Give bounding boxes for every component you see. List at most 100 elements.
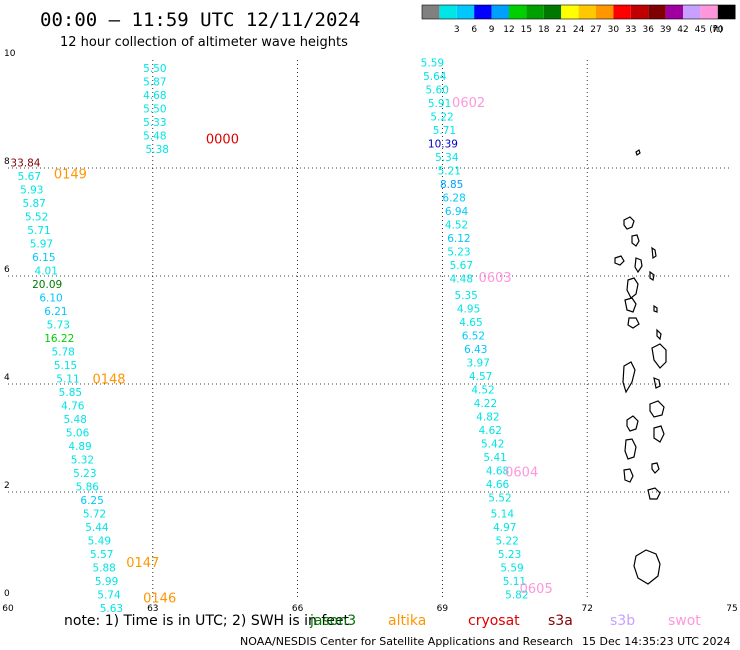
wave-height-value: 4.52	[471, 384, 494, 396]
colorbar: 3 6 9 12 15 18 21 24 27 30 33 36 39 42 45 70(ft)	[421, 4, 736, 35]
colorbar-tick-label: 15	[521, 25, 532, 35]
satellite-legend-altika: altika	[388, 613, 426, 629]
island-outline	[624, 297, 637, 313]
wave-height-value: 5.06	[66, 428, 90, 440]
island-outline	[651, 246, 657, 260]
wave-height-value: 4.89	[68, 441, 91, 453]
wave-height-value: 5.86	[76, 482, 100, 494]
colorbar-tick-label: 70	[712, 25, 724, 35]
wave-height-value: 5.59	[421, 58, 444, 70]
island-outline	[656, 328, 662, 341]
wave-height-value: 4.57	[469, 371, 492, 383]
map-grid	[8, 60, 732, 600]
wave-height-values: 5.505.874.685.505.335.485.3833.845.675.9…	[10, 58, 528, 615]
wave-height-value: 5.38	[146, 144, 169, 156]
colorbar-tick-label: 24	[573, 25, 585, 35]
wave-height-value: 6.43	[464, 344, 487, 356]
island-outline	[647, 487, 661, 500]
wave-height-value: 6.25	[80, 495, 103, 507]
wave-height-value: 5.74	[97, 590, 121, 602]
colorbar-tick-label: 27	[590, 25, 601, 35]
coastline-outline	[614, 149, 667, 585]
lon-tick-label: 60	[2, 604, 14, 614]
island-outline	[653, 304, 658, 313]
wave-height-value: 4.65	[459, 317, 482, 329]
satellite-legend: jason3 altika cryosat s3a s3b swot	[309, 613, 701, 629]
wave-height-value: 5.67	[450, 260, 473, 272]
wave-height-value: 5.42	[481, 438, 504, 450]
wave-height-value: 5.73	[47, 320, 70, 332]
satellite-legend-jason3: jason3	[309, 613, 356, 629]
island-outline	[627, 317, 640, 329]
wave-height-value: 5.32	[71, 455, 94, 467]
lat-tick-label: 10	[4, 49, 16, 59]
wave-height-value: 5.23	[498, 549, 521, 561]
colorbar-swatch	[700, 5, 718, 19]
wave-height-value: 5.23	[73, 468, 96, 480]
wave-height-value: 5.34	[435, 152, 459, 164]
lat-tick-label: 2	[4, 481, 10, 491]
wave-height-value: 5.48	[143, 131, 166, 143]
lon-tick-label: 63	[147, 604, 158, 614]
wave-height-value: 5.64	[423, 71, 447, 83]
wave-height-value: 5.87	[143, 77, 166, 89]
wave-height-value: 5.50	[143, 104, 166, 116]
colorbar-unit: (ft)	[709, 25, 723, 35]
island-outline	[633, 549, 661, 585]
wave-height-value: 4.97	[493, 522, 516, 534]
colorbar-swatch	[439, 5, 457, 19]
wave-height-value: 4.52	[445, 220, 468, 232]
legend-note: note: 1) Time is in UTC; 2) SWH is in fe…	[64, 613, 350, 629]
wave-height-value: 6.94	[445, 206, 469, 218]
wave-height-value: 5.93	[20, 185, 43, 197]
pass-time-labels: 0000 0149 0148 0147 0146 0602 0603 0604 0605	[54, 96, 553, 606]
wave-height-value: 5.50	[143, 63, 166, 75]
wave-height-value: 5.71	[27, 225, 50, 237]
wave-height-value: 5.22	[495, 536, 518, 548]
colorbar-tick-label: 9	[489, 25, 495, 35]
lon-tick-label: 66	[292, 604, 304, 614]
map-axis-ticks: 60 63 66 69 72 75 0 2 4 6 8 10	[2, 49, 737, 614]
island-outline	[626, 415, 639, 432]
colorbar-swatch	[509, 5, 527, 19]
wave-height-value: 5.97	[30, 239, 53, 251]
colorbar-swatch	[630, 5, 649, 19]
island-outline	[622, 361, 636, 394]
wave-height-value: 5.71	[433, 125, 456, 137]
satellite-legend-s3a: s3a	[548, 613, 573, 629]
colorbar-swatch	[613, 5, 631, 19]
colorbar-swatch	[474, 5, 492, 19]
satellite-legend-cryosat: cryosat	[468, 613, 520, 629]
island-outline	[624, 438, 637, 460]
colorbar-tick-label: 33	[625, 25, 636, 35]
wave-height-value: 5.23	[447, 247, 470, 259]
pass-time-label: 0602	[452, 96, 485, 111]
wave-height-value: 5.52	[25, 212, 48, 224]
satellite-legend-s3b: s3b	[610, 613, 635, 629]
wave-height-value: 5.57	[90, 549, 113, 561]
island-outline	[623, 216, 635, 230]
wave-height-value: 4.62	[479, 425, 502, 437]
colorbar-tick-label: 45	[695, 25, 706, 35]
colorbar-swatch	[683, 5, 701, 19]
wave-height-value: 4.48	[450, 274, 473, 286]
wave-height-value: 5.52	[488, 492, 511, 504]
wave-height-value: 4.22	[474, 398, 497, 410]
pass-time-label: 0000	[206, 132, 239, 147]
wave-height-value: 4.76	[61, 401, 85, 413]
wave-height-value: 5.87	[22, 198, 45, 210]
wave-height-value: 5.72	[83, 509, 106, 521]
island-outline	[631, 234, 640, 247]
wave-height-value: 5.60	[426, 85, 449, 97]
lat-tick-label: 6	[4, 265, 10, 275]
wave-height-value: 33.84	[10, 158, 40, 170]
wave-height-value: 4.68	[143, 90, 166, 102]
pass-time-label: 0603	[479, 271, 512, 286]
wave-height-value: 5.59	[500, 563, 523, 575]
island-outline	[626, 277, 639, 299]
colorbar-swatch	[596, 5, 614, 19]
wave-height-value: 20.09	[32, 279, 62, 291]
colorbar-tick-label: 18	[538, 25, 550, 35]
colorbar-swatch	[717, 5, 736, 19]
